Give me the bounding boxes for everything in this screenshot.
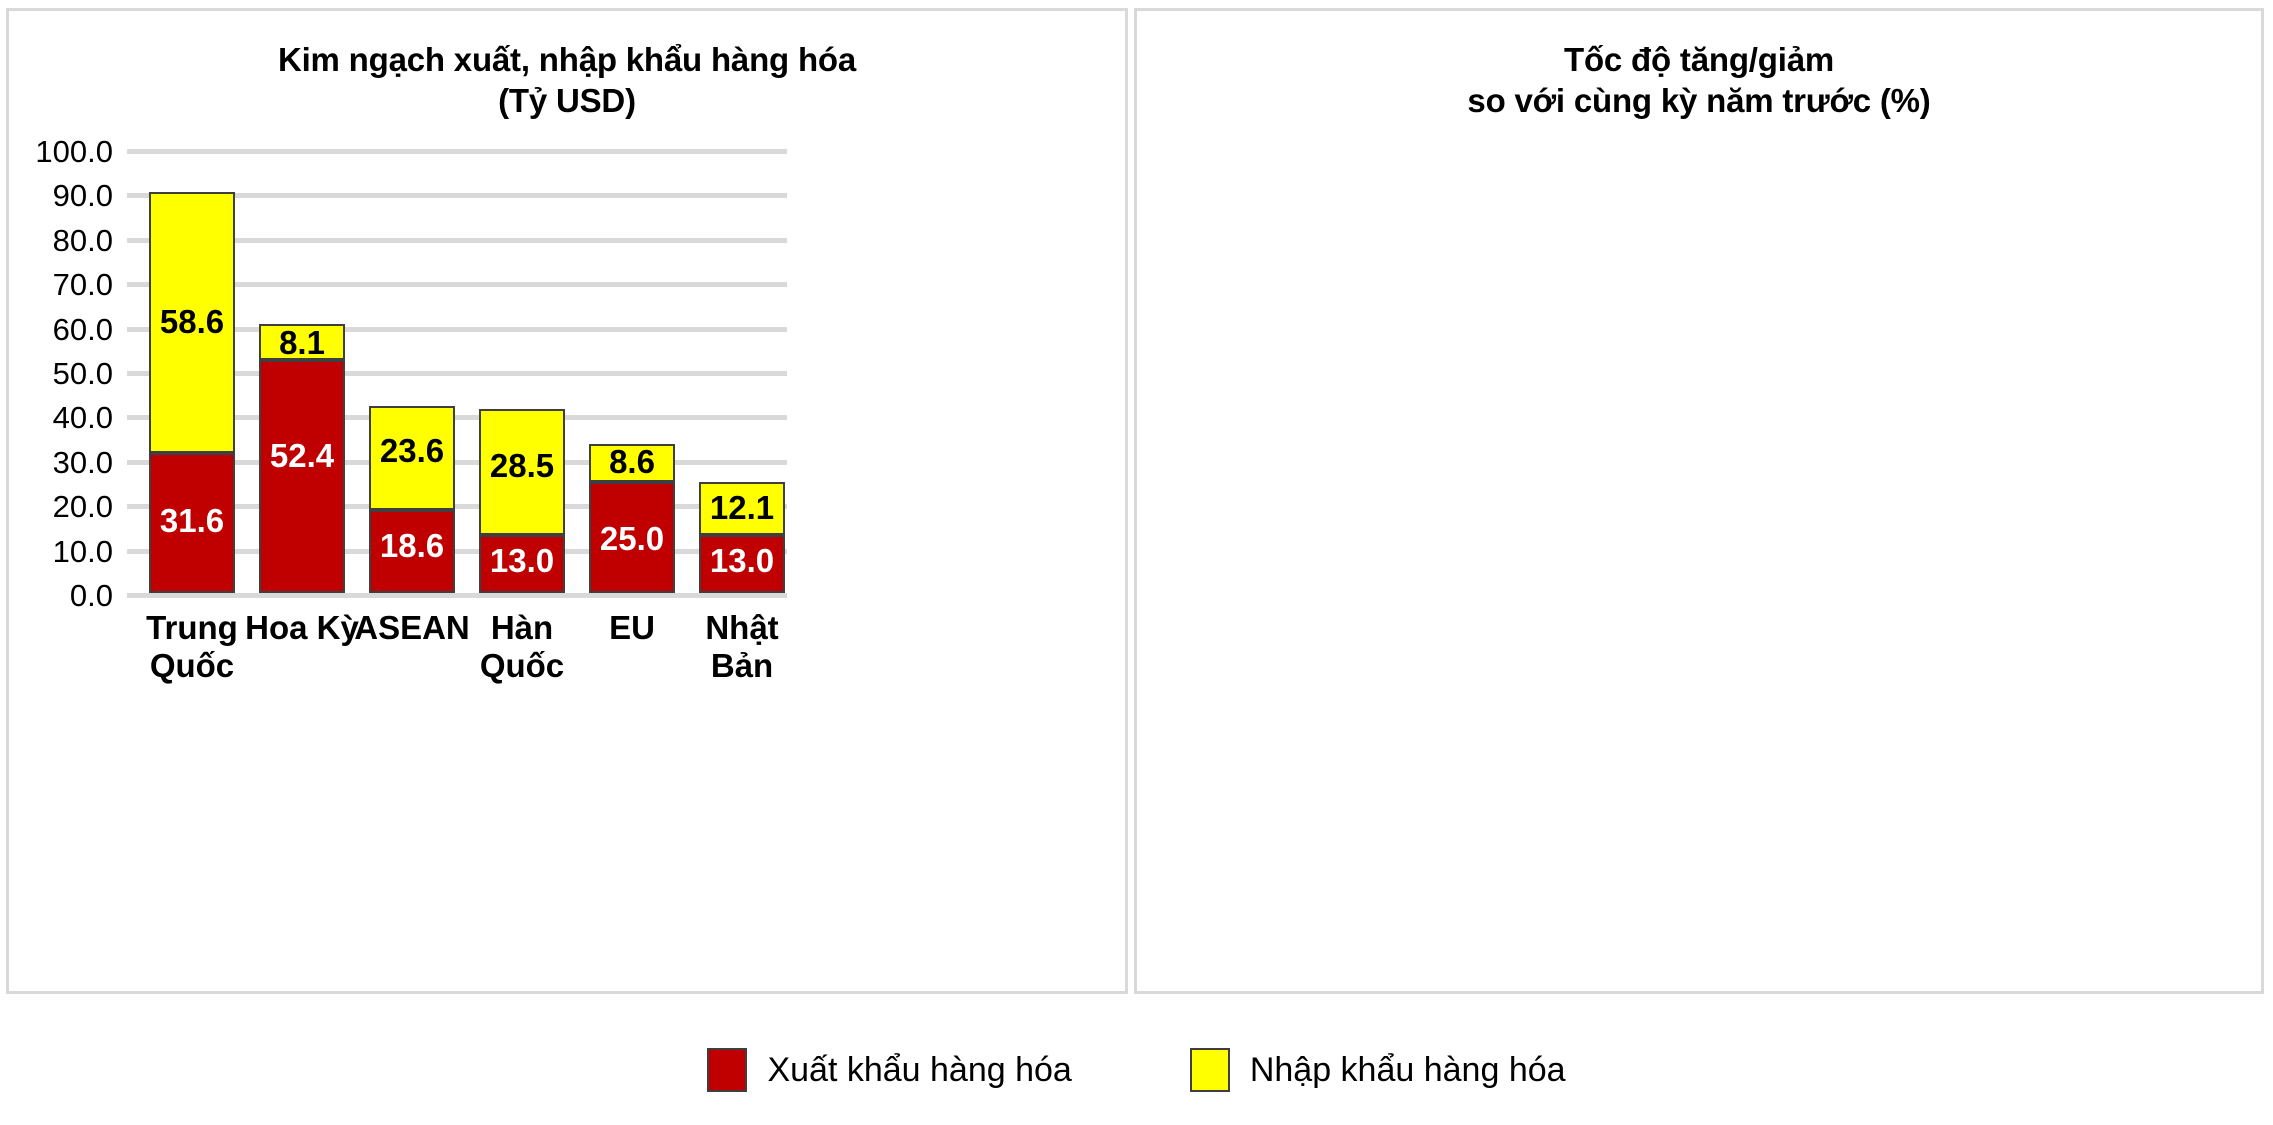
y-axis-tick: 50.0 — [52, 356, 113, 391]
bar-export[interactable] — [699, 535, 785, 593]
gridline — [127, 193, 787, 199]
y-axis-tick: 0.0 — [69, 578, 113, 613]
y-axis-tick: 90.0 — [52, 178, 113, 214]
bar-value-label: 28.5 — [489, 447, 555, 484]
x-axis-category-label: EU — [609, 609, 655, 646]
y-axis-tick: 10.0 — [52, 533, 113, 569]
legend-item-import[interactable]: Nhập khẩu hàng hóa — [1189, 1048, 1566, 1092]
chart-legend: Xuất khẩu hàng hóa Nhập khẩu hàng hóa — [0, 1040, 2273, 1100]
gridline — [127, 237, 787, 243]
bar-value-label: 58.6 — [159, 303, 225, 340]
bar-import[interactable] — [149, 192, 235, 453]
right-chart-title: Tốc độ tăng/giảm so với cùng kỳ năm trướ… — [1467, 41, 1931, 119]
bar-export[interactable] — [479, 535, 565, 593]
y-axis-tick: 100.0 — [35, 134, 113, 169]
legend-swatch-export-icon — [707, 1048, 748, 1092]
gridline — [127, 326, 787, 332]
y-axis-tick: 60.0 — [52, 311, 113, 347]
bar-export[interactable] — [369, 510, 455, 593]
gridline — [127, 548, 787, 554]
left-chart-title: Kim ngạch xuất, nhập khẩu hàng hóa (Tỷ U… — [277, 41, 857, 119]
bar-export[interactable] — [259, 360, 345, 593]
bar-import[interactable] — [699, 481, 785, 536]
bar-value-label: 12.1 — [709, 489, 775, 526]
bar-export[interactable] — [149, 452, 235, 593]
bar-value-label: 25.0 — [599, 520, 665, 557]
y-axis-tick: 20.0 — [52, 489, 113, 525]
x-axis-category-label: Nhật Bản — [705, 609, 779, 684]
bar-value-label: 18.6 — [379, 527, 445, 564]
gridline — [127, 504, 787, 510]
gridline — [127, 282, 787, 288]
bar-value-label: 13.0 — [709, 542, 775, 579]
gridline — [127, 459, 787, 465]
legend-label-import: Nhập khẩu hàng hóa — [1249, 1051, 1566, 1089]
bar-value-label: 31.6 — [159, 502, 225, 539]
legend-swatch-import-icon — [1189, 1048, 1230, 1092]
x-axis-category-label: Hàn Quốc — [479, 609, 565, 684]
bar-import[interactable] — [589, 443, 675, 482]
y-axis-tick: 80.0 — [52, 222, 113, 258]
bar-import[interactable] — [479, 408, 565, 536]
gridline — [127, 149, 787, 154]
bar-value-label: 23.6 — [379, 432, 445, 469]
x-axis-category-label: ASEAN — [354, 609, 470, 646]
bar-export[interactable] — [589, 482, 675, 593]
legend-label-export: Xuất khẩu hàng hóa — [767, 1051, 1072, 1089]
left-plot-area: 100.0 90.0 80.0 70.0 60.0 50.0 40.0 30.0… — [35, 136, 787, 684]
y-axis-tick: 70.0 — [52, 267, 113, 303]
bar-value-label: 8.6 — [609, 443, 655, 480]
y-axis-tick: 30.0 — [52, 444, 113, 480]
x-axis-category-label: Trung Quốc — [146, 609, 238, 684]
bar-import[interactable] — [259, 324, 345, 361]
bar-value-label: 8.1 — [279, 324, 325, 361]
bar-value-label: 13.0 — [489, 542, 555, 579]
gridline — [127, 415, 787, 421]
y-axis-tick: 40.0 — [52, 400, 113, 436]
left-chart-panel: Kim ngạch xuất, nhập khẩu hàng hóa (Tỷ U… — [6, 8, 1128, 994]
right-chart-panel: Tốc độ tăng/giảm so với cùng kỳ năm trướ… — [1134, 8, 2264, 994]
bar-value-label: 52.4 — [269, 437, 335, 474]
gridline-zero — [127, 593, 787, 598]
x-axis-category-label: Hoa Kỳ — [245, 609, 359, 646]
gridline — [127, 371, 787, 376]
bar-import[interactable] — [369, 405, 455, 511]
legend-item-export[interactable]: Xuất khẩu hàng hóa — [707, 1048, 1072, 1092]
